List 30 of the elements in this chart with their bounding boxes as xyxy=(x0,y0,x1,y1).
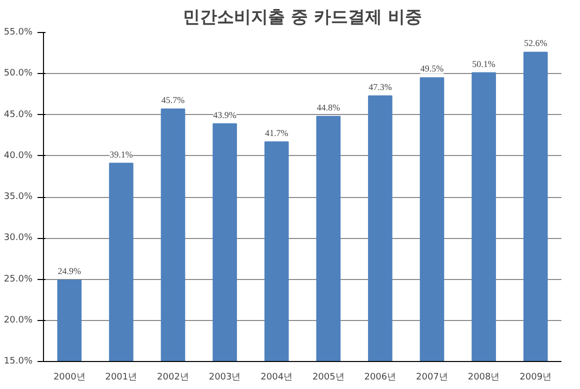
x-tick-label: 2004년 xyxy=(260,372,293,382)
x-tick-label: 2009년 xyxy=(520,372,552,382)
x-tick-label: 2006년 xyxy=(364,372,396,382)
y-tick-label: 25.0% xyxy=(4,274,33,284)
y-tick-label: 30.0% xyxy=(4,233,33,244)
data-label: 49.5% xyxy=(420,64,444,74)
chart-title: 민간소비지출 중 카드결제 비중 xyxy=(183,8,422,28)
x-tick-label: 2007년 xyxy=(416,372,448,382)
x-tick-label: 2000년 xyxy=(53,372,86,382)
data-label: 41.7% xyxy=(264,128,289,138)
y-tick-label: 20.0% xyxy=(4,315,33,326)
y-tick-label: 35.0% xyxy=(4,192,33,202)
data-label: 44.8% xyxy=(316,102,341,112)
data-label: 47.3% xyxy=(368,82,392,92)
y-tick-label: 40.0% xyxy=(4,150,33,161)
x-tick-label: 2008년 xyxy=(468,372,500,382)
y-tick-label: 15.0% xyxy=(4,356,33,366)
y-tick-label: 55.0% xyxy=(4,28,33,38)
data-label: 50.1% xyxy=(472,58,496,69)
data-label: 43.9% xyxy=(213,110,237,120)
x-tick-label: 2003년 xyxy=(208,372,241,382)
data-label: 24.9% xyxy=(58,266,82,276)
data-label: 39.1% xyxy=(110,149,134,160)
x-tick-label: 2001년 xyxy=(105,372,138,382)
y-tick-label: 45.0% xyxy=(4,110,33,120)
data-label: 52.6% xyxy=(524,38,548,48)
x-tick-label: 2002년 xyxy=(157,372,189,382)
data-label: 45.7% xyxy=(161,94,186,105)
x-tick-label: 2005년 xyxy=(312,372,344,382)
y-tick-label: 50.0% xyxy=(4,68,33,79)
